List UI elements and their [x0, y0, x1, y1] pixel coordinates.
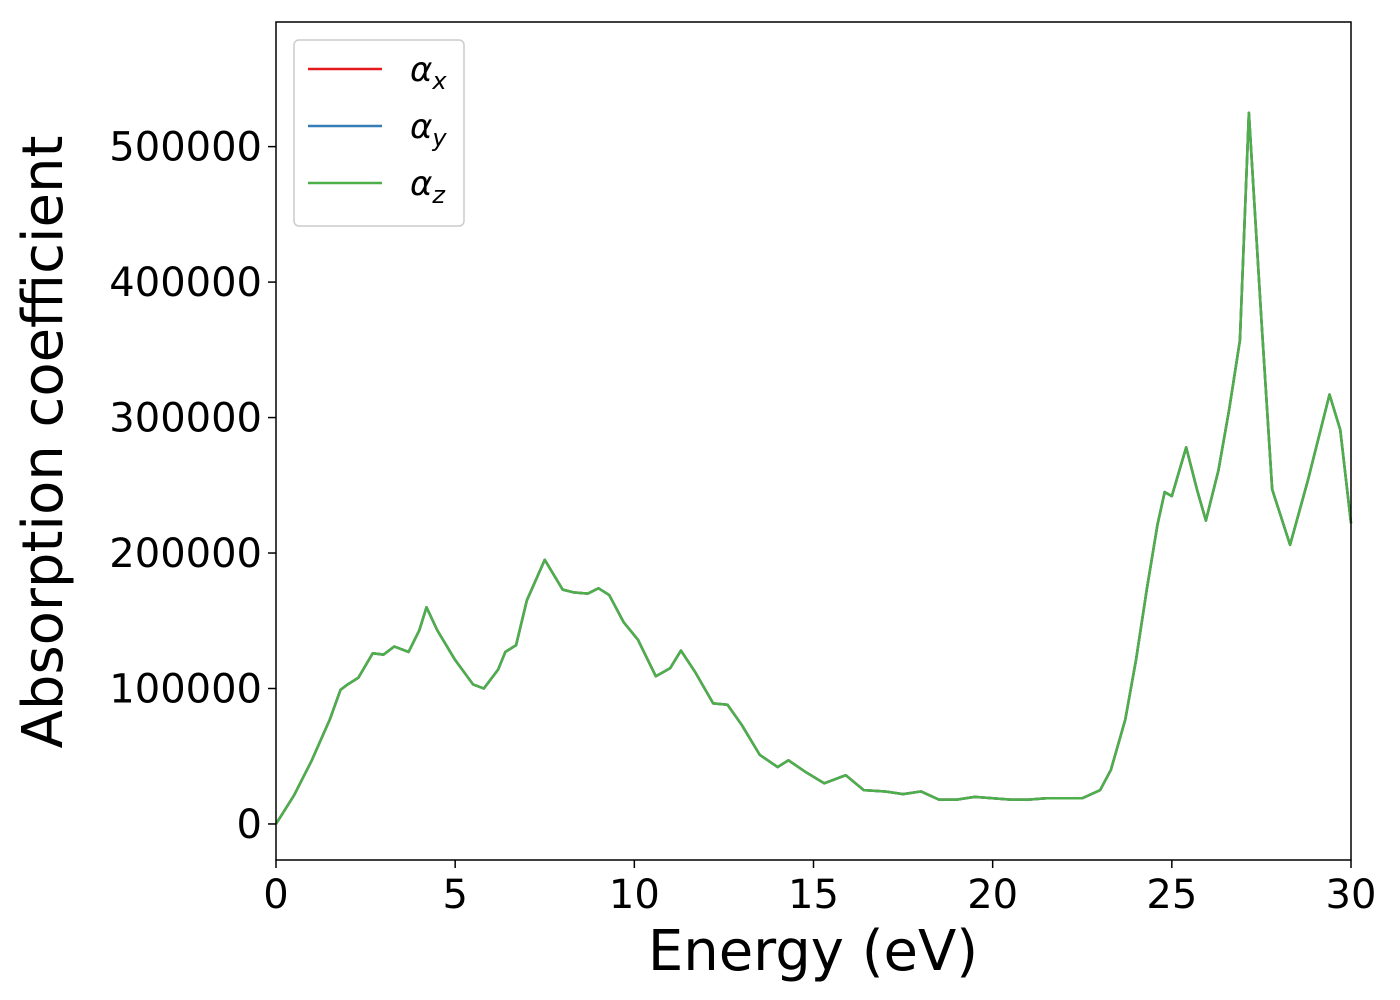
legend-box: [293, 39, 465, 227]
y-tick-label: 0: [237, 802, 262, 848]
y-tick-label: 200000: [109, 531, 262, 577]
y-axis-label: Absorption coefficient: [11, 136, 76, 749]
x-axis-label: Energy (eV): [648, 919, 978, 984]
x-tick-label: 20: [967, 872, 1018, 918]
y-tick-label: 300000: [109, 396, 262, 442]
y-tick-label: 500000: [109, 125, 262, 171]
data-line: [274, 111, 1353, 825]
x-tick-label: 0: [263, 872, 288, 918]
legend-label: αx: [410, 50, 447, 95]
x-tick-label: 5: [442, 872, 467, 918]
y-tick-label: 400000: [109, 260, 262, 306]
x-tick-label: 25: [1146, 872, 1197, 918]
x-tick-label: 15: [788, 872, 839, 918]
legend-label: αy: [410, 107, 447, 152]
legend-label: αz: [410, 164, 446, 209]
x-tick-label: 30: [1326, 872, 1377, 918]
x-tick-label: 10: [609, 872, 660, 918]
plot-frame: [275, 21, 1352, 861]
y-tick-label: 100000: [109, 666, 262, 712]
